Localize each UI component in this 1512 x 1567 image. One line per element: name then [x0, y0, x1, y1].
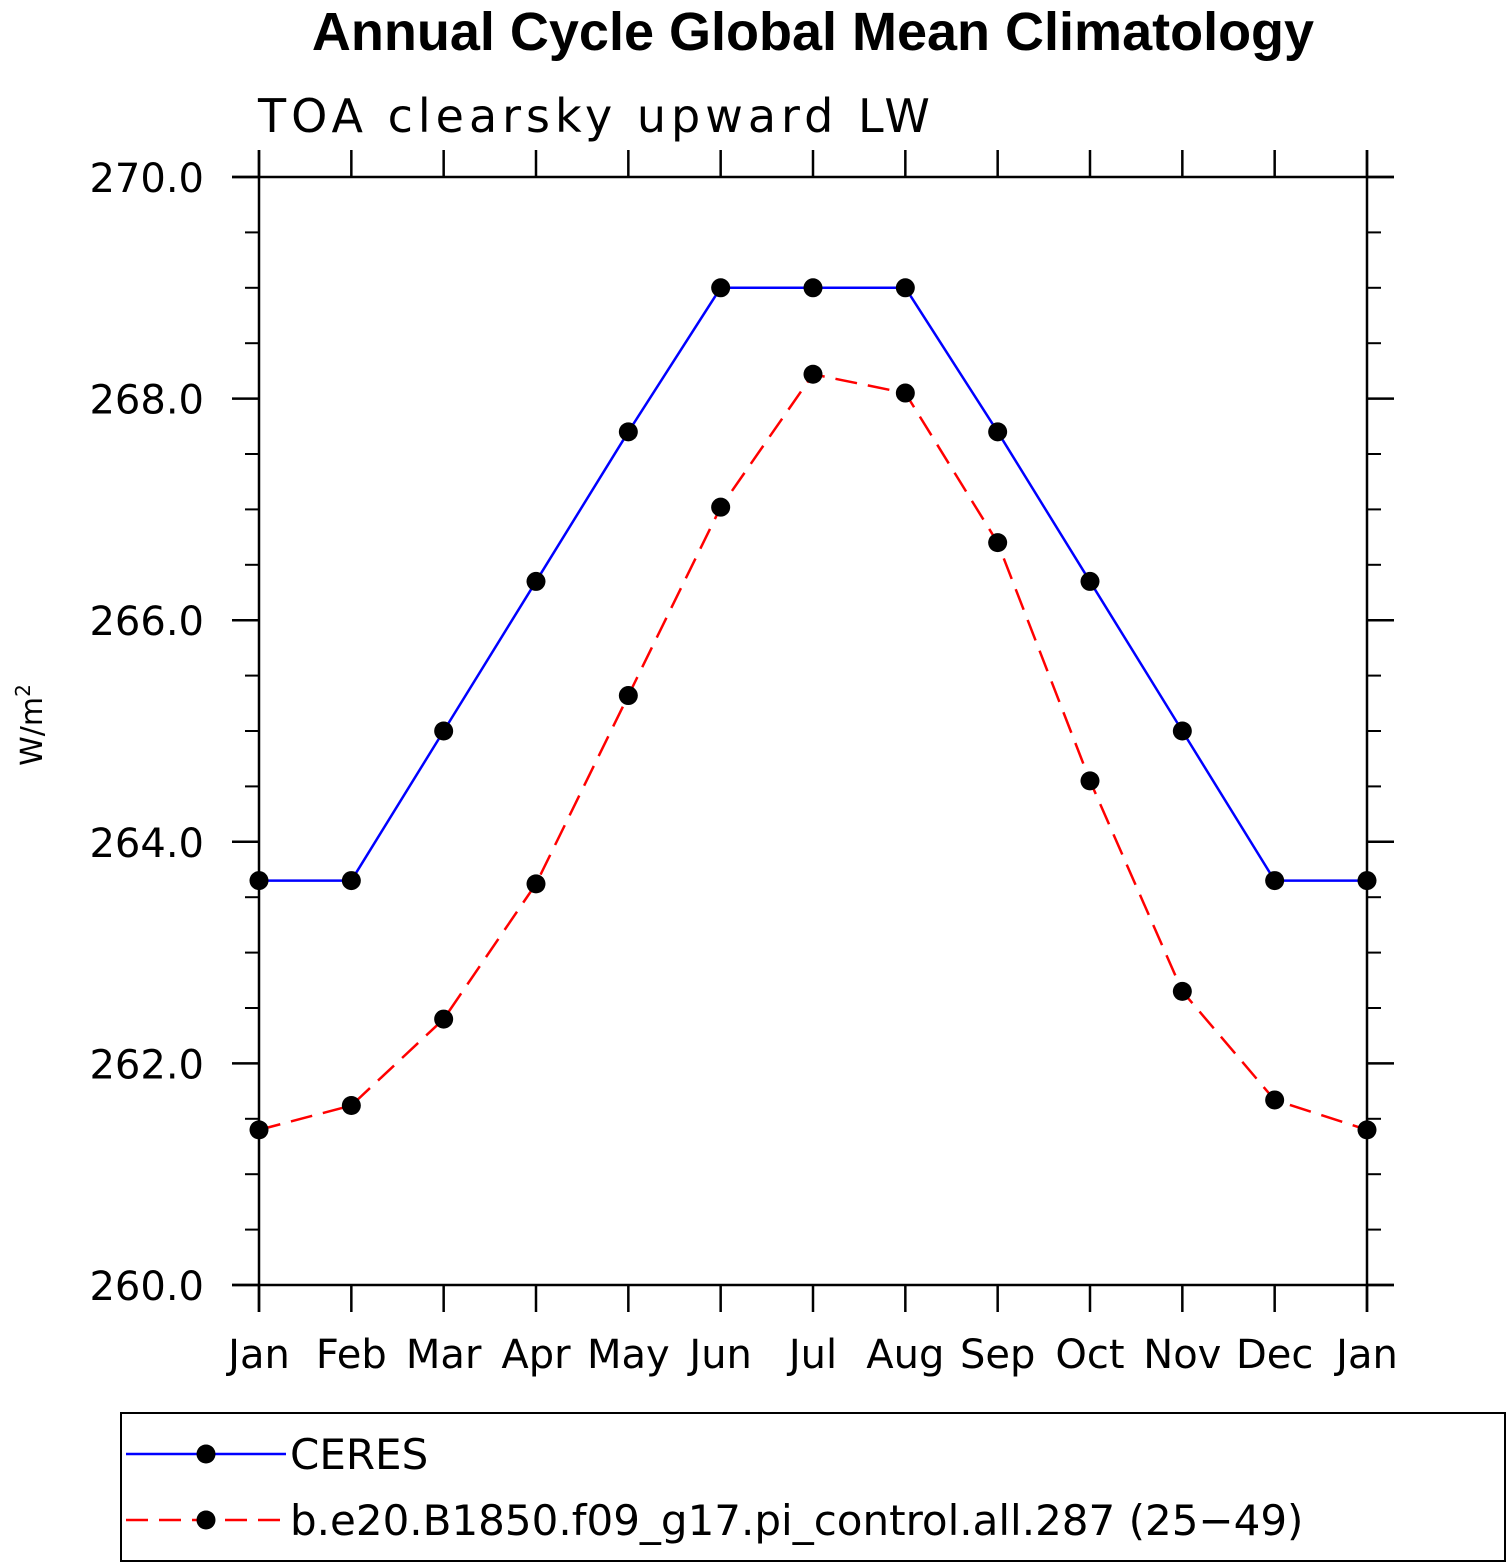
series-2-point [526, 874, 546, 894]
x-tick-label: Sep [960, 1332, 1035, 1378]
y-axis-label: W/m2 [11, 684, 50, 766]
series-2-point [1172, 981, 1192, 1001]
y-tick-label: 266.0 [89, 599, 204, 645]
series-1-point [803, 278, 823, 298]
x-tick-label: Apr [501, 1332, 571, 1378]
series-1-point [1357, 871, 1377, 891]
series-2-point [895, 383, 915, 403]
series-2-point [711, 497, 731, 517]
series-2-point [1265, 1090, 1285, 1110]
legend-label-1: CERES [290, 1430, 428, 1479]
series-1-point [341, 871, 361, 891]
legend-box [120, 1412, 1506, 1562]
y-tick-label: 260.0 [89, 1264, 204, 1310]
series-2-point [618, 686, 638, 706]
x-tick-label: Nov [1143, 1332, 1221, 1378]
x-tick-label: Mar [406, 1332, 482, 1378]
series-2-point [249, 1120, 269, 1140]
y-axis-ticks [232, 175, 1394, 1287]
y-tick-label: 268.0 [89, 378, 204, 424]
series-2 [249, 364, 1377, 1140]
y-tick-label: 262.0 [89, 1042, 204, 1088]
legend-label-2: b.e20.B1850.f09_g17.pi_control.all.287 (… [290, 1496, 1303, 1545]
series-2-point [1357, 1120, 1377, 1140]
chart-subtitle: TOA clearsky upward LW [257, 89, 935, 143]
series-1-point [618, 422, 638, 442]
x-tick-label: Dec [1236, 1332, 1313, 1378]
legend-marker-1 [196, 1444, 216, 1464]
x-tick-label: May [587, 1332, 670, 1378]
x-tick-label: Jan [225, 1332, 290, 1378]
series-1-point [711, 278, 731, 298]
plot-frame [232, 150, 1394, 1312]
series-1-point [249, 871, 269, 891]
legend-marker-2 [196, 1510, 216, 1530]
series-2-point [434, 1009, 454, 1029]
series-2-point [803, 364, 823, 384]
series-1-point [1172, 721, 1192, 741]
x-tick-label: Jun [686, 1332, 752, 1378]
series-2-point [988, 533, 1008, 553]
y-axis-tick-labels: 260.0 262.0 264.0 266.0 268.0 270.0 [89, 156, 204, 1310]
series-1-point [526, 571, 546, 591]
x-tick-label: Feb [316, 1332, 387, 1378]
x-axis-ticks [257, 150, 1369, 1312]
x-tick-label: Jul [786, 1332, 837, 1378]
y-tick-label: 264.0 [89, 821, 204, 867]
legend: CERES b.e20.B1850.f09_g17.pi_control.all.… [120, 1412, 1506, 1562]
series-1 [249, 278, 1377, 891]
series-1-point [988, 422, 1008, 442]
series-1-point [434, 721, 454, 741]
series-2-line [258, 372, 1368, 1132]
series-2-point [1080, 771, 1100, 791]
x-axis-tick-labels: Jan Feb Mar Apr May Jun Jul Aug Sep Oct Nov Dec Jan [225, 1332, 1398, 1378]
series-1-point [1265, 871, 1285, 891]
x-tick-label: Oct [1055, 1332, 1124, 1378]
series-layer [249, 278, 1377, 1140]
series-1-point [1080, 571, 1100, 591]
y-tick-label: 270.0 [89, 156, 204, 202]
x-tick-label: Aug [866, 1332, 944, 1378]
chart-title: Annual Cycle Global Mean Climatology [312, 2, 1314, 62]
series-1-point [895, 278, 915, 298]
series-2-point [341, 1096, 361, 1116]
x-tick-label: Jan [1333, 1332, 1398, 1378]
